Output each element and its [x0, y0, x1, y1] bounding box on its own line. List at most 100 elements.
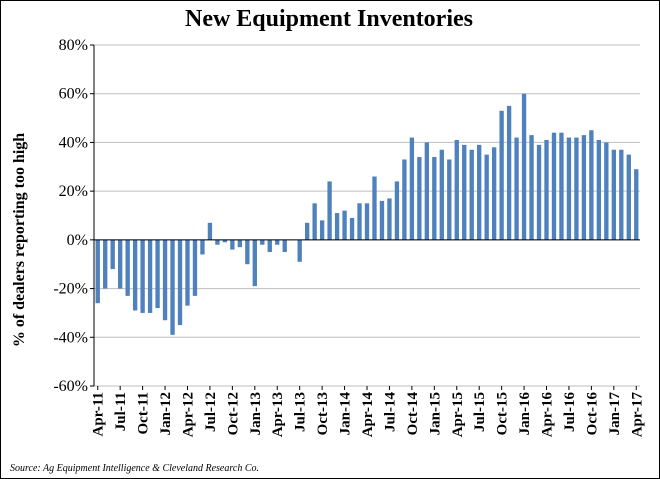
bar-Aug-12: [215, 239, 220, 245]
bar-Apr-17: [634, 169, 639, 240]
bar-Jun-15: [469, 149, 474, 240]
bar-May-12: [192, 239, 198, 296]
bar-Jun-14: [379, 200, 385, 240]
y-tick-label: -60%: [53, 378, 88, 395]
bar-Oct-16: [589, 130, 594, 240]
bar-Aug-14: [394, 181, 400, 240]
x-tick-label: Jan-15: [427, 392, 443, 435]
x-tick-label: Oct-15: [495, 392, 511, 435]
bar-Feb-12: [170, 239, 175, 335]
bar-Apr-15: [454, 139, 459, 240]
bar-Oct-15: [499, 110, 504, 240]
x-tick-label: Apr-12: [180, 392, 196, 437]
y-tick-label: 0%: [67, 232, 88, 249]
bar-May-11: [103, 239, 108, 289]
bar-Jul-11: [118, 239, 123, 289]
x-tick-label: Jul-14: [382, 392, 398, 433]
source-note: Source: Ag Equipment Intelligence & Clev…: [10, 463, 259, 474]
bar-Sep-12: [222, 239, 228, 243]
x-tick-label: Apr-13: [270, 392, 286, 437]
bar-Nov-15: [506, 105, 512, 240]
x-tick-label: Apr-17: [629, 392, 645, 438]
bar-Apr-14: [364, 203, 370, 240]
x-tick-label: Apr-16: [540, 392, 556, 438]
bar-Mar-16: [536, 144, 542, 240]
bar-Apr-13: [275, 239, 280, 245]
y-tick-labels: -60% -40% -20% 0% 20% 40% 60% 80%: [53, 37, 88, 395]
x-tick-label: Apr-14: [360, 392, 376, 438]
bar-Mar-14: [357, 203, 362, 240]
bar-Aug-16: [574, 137, 579, 240]
y-tick-label: -40%: [53, 329, 88, 346]
chart-title: New Equipment Inventories: [185, 6, 473, 32]
bar-Apr-16: [544, 139, 549, 240]
bar-Mar-17: [626, 154, 631, 240]
bar-Nov-14: [417, 157, 422, 240]
bar-Oct-12: [230, 239, 235, 250]
bar-Jan-15: [432, 157, 437, 240]
bar-Apr-11: [95, 239, 100, 304]
y-tick-label: -20%: [53, 281, 88, 298]
bar-Feb-17: [619, 149, 624, 240]
y-tick-label: 80%: [59, 37, 88, 54]
bar-Feb-15: [439, 149, 444, 240]
bar-Jul-14: [387, 198, 392, 240]
bar-Aug-11: [125, 239, 130, 296]
bar-Jul-12: [207, 222, 213, 240]
x-tick-label: Jul-16: [562, 392, 578, 433]
bar-Dec-13: [334, 213, 340, 240]
bar-Feb-16: [529, 135, 534, 240]
bar-Nov-12: [237, 239, 243, 248]
x-tick-label: Jan-12: [158, 392, 174, 435]
bar-Apr-12: [185, 239, 190, 306]
x-tick-label: Jan-17: [607, 392, 623, 436]
bar-Feb-13: [260, 239, 265, 245]
x-tick-label: Jan-16: [517, 392, 533, 436]
bar-Mar-12: [177, 239, 183, 326]
bar-May-15: [462, 144, 467, 240]
bar-Jul-13: [297, 239, 302, 262]
x-tick-label: Oct-16: [584, 392, 600, 436]
x-tick-label: Jul-11: [113, 392, 129, 431]
x-tick-label: Oct-12: [225, 392, 241, 435]
bar-Sep-11: [132, 239, 138, 311]
bar-Dec-14: [424, 142, 430, 240]
bar-Jan-17: [611, 149, 616, 240]
bar-Sep-15: [491, 147, 497, 240]
bar-Dec-16: [604, 142, 609, 240]
bar-Jun-12: [200, 239, 205, 255]
x-tick-label: Jan-14: [338, 392, 354, 436]
x-tick-label: Apr-11: [91, 392, 107, 436]
bar-Oct-13: [319, 220, 325, 240]
y-tick-label: 60%: [59, 86, 88, 103]
bar-May-13: [282, 239, 287, 253]
bar-Sep-13: [312, 203, 317, 240]
x-tick-label: Oct-11: [136, 392, 152, 435]
y-axis-label: % of dealers reporting too high: [11, 133, 28, 347]
bar-Jan-16: [521, 93, 527, 240]
bar-Jan-12: [162, 239, 168, 321]
bar-Aug-15: [484, 154, 489, 240]
bar-Mar-13: [267, 239, 272, 253]
bar-Jul-16: [566, 137, 572, 240]
y-tick-label: 40%: [59, 134, 88, 151]
bar-Sep-16: [581, 135, 587, 240]
bar-Dec-11: [155, 239, 160, 309]
bar-Nov-16: [596, 139, 602, 240]
x-tick-labels: Apr-11 Jul-11 Oct-11 Jan-12 Apr-12 Jul-12 Oct-…: [91, 386, 645, 438]
bar-Jun-16: [559, 132, 564, 240]
bar-Oct-14: [409, 137, 415, 240]
bars: [95, 93, 639, 335]
bar-Aug-13: [304, 222, 310, 240]
bar-Dec-12: [245, 239, 250, 265]
x-tick-label: Jul-15: [472, 392, 488, 432]
bar-Feb-14: [349, 217, 355, 240]
x-tick-label: Oct-14: [405, 392, 421, 436]
x-tick-label: Apr-15: [450, 392, 466, 437]
x-tick-label: Jul-12: [203, 392, 219, 432]
x-tick-label: Jul-13: [293, 392, 309, 432]
bar-Jan-14: [342, 210, 347, 240]
x-tick-label: Oct-13: [315, 392, 331, 435]
bar-Jun-11: [110, 239, 115, 270]
